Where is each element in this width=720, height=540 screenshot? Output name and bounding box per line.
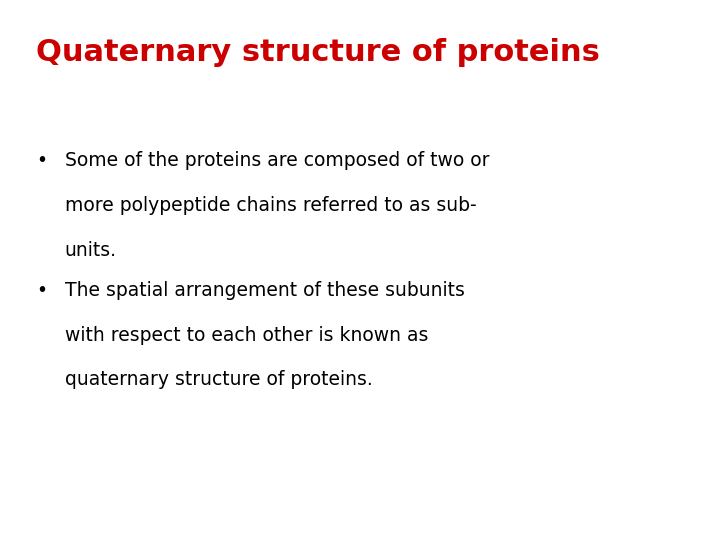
Text: more polypeptide chains referred to as sub-: more polypeptide chains referred to as s…: [65, 196, 477, 215]
Text: •: •: [36, 281, 47, 300]
Text: Some of the proteins are composed of two or: Some of the proteins are composed of two…: [65, 151, 490, 170]
Text: The spatial arrangement of these subunits: The spatial arrangement of these subunit…: [65, 281, 464, 300]
Text: quaternary structure of proteins.: quaternary structure of proteins.: [65, 370, 372, 389]
Text: units.: units.: [65, 241, 117, 260]
Text: Quaternary structure of proteins: Quaternary structure of proteins: [36, 38, 600, 67]
Text: •: •: [36, 151, 47, 170]
Text: with respect to each other is known as: with respect to each other is known as: [65, 326, 428, 345]
